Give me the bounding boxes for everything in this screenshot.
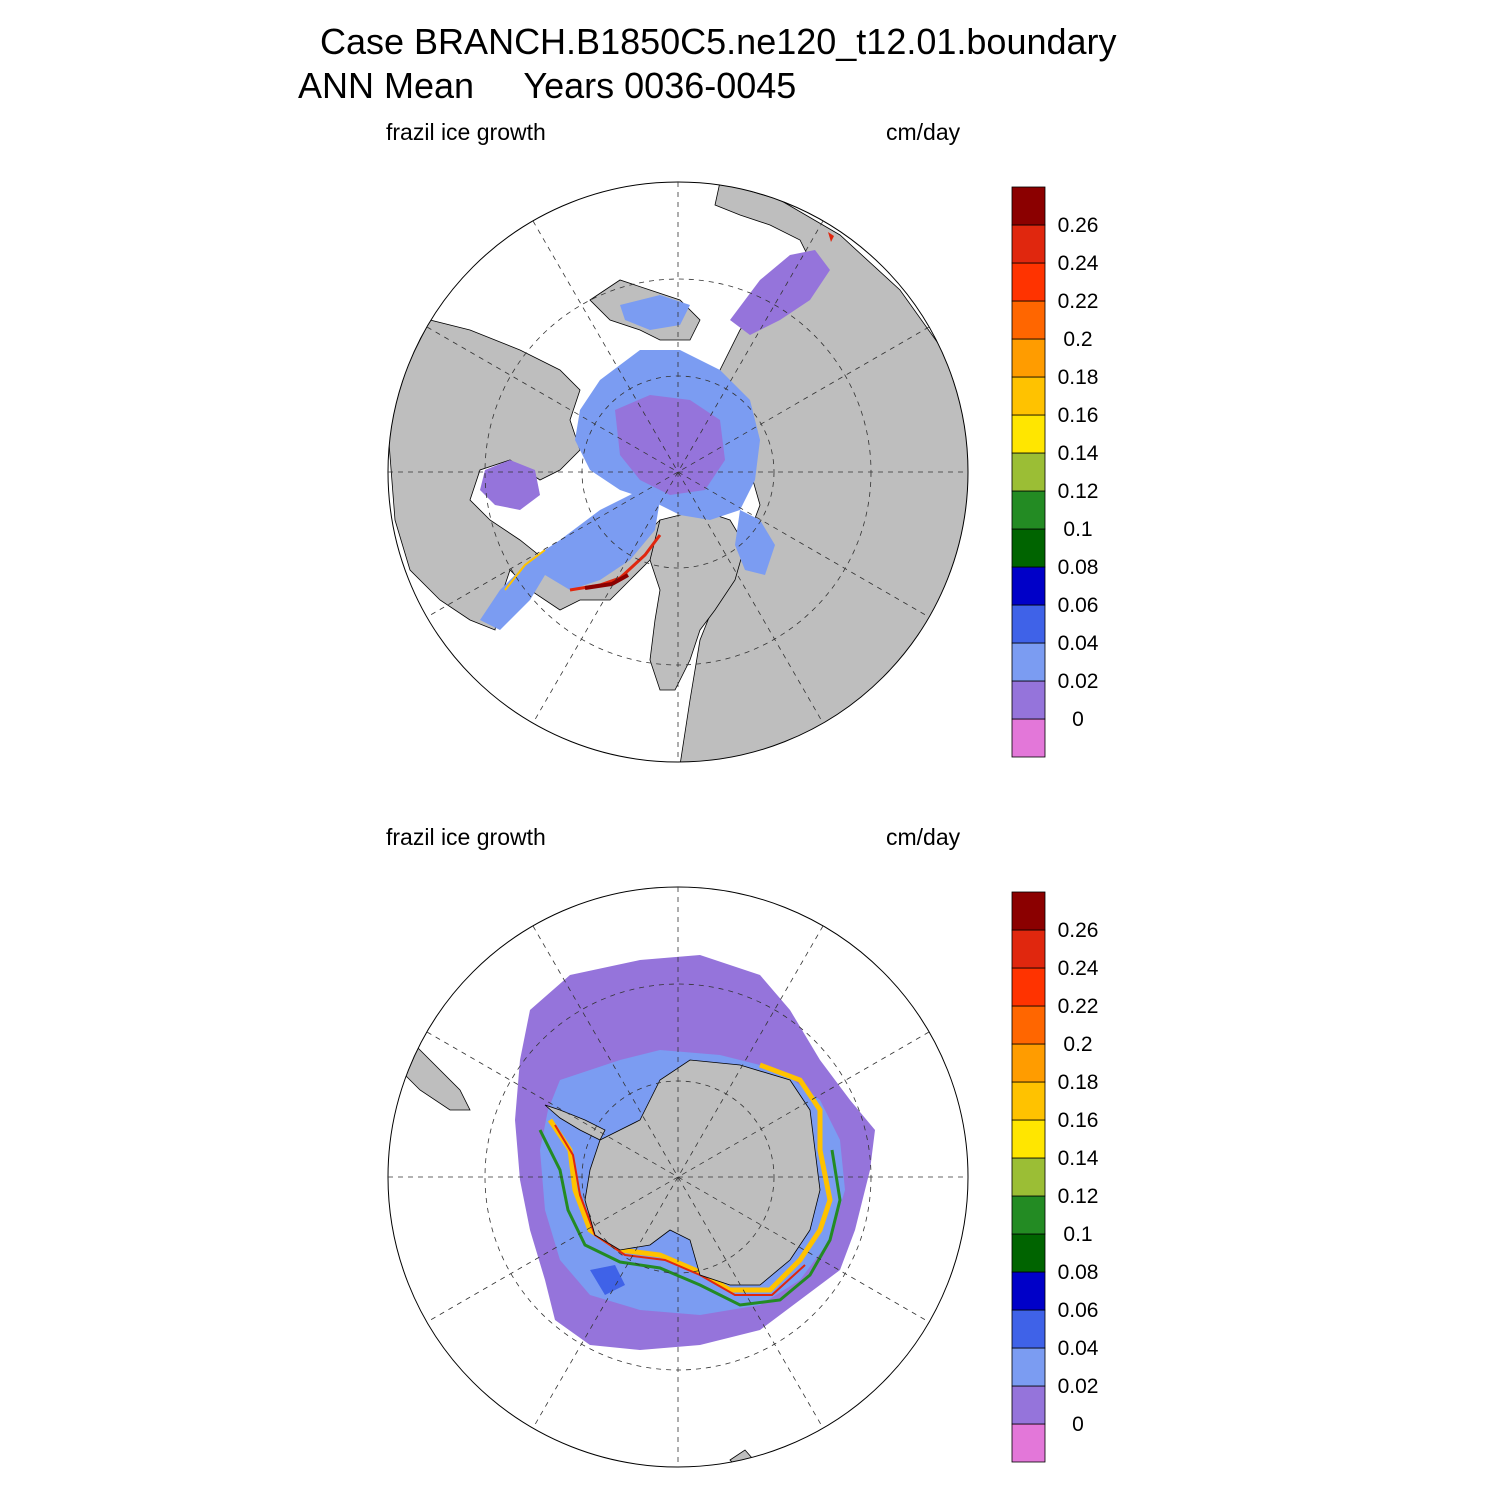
north-sea-ice-hudson [480, 460, 540, 510]
south-colorbar-label-8: 0.16 [1058, 1109, 1099, 1132]
north-sea-ice-bering [730, 250, 830, 335]
north-colorbar-label-13: 0.26 [1058, 214, 1099, 237]
north-colorbar-box-8 [1011, 414, 1046, 454]
south-colorbar-box-10 [1011, 1043, 1046, 1083]
north-colorbar-box-9 [1011, 376, 1046, 416]
north-panel-left-label: frazil ice growth [386, 119, 546, 145]
south-colorbar-box-5 [1011, 1233, 1046, 1273]
north-colorbar-label-6: 0.12 [1058, 480, 1099, 503]
north-colorbar-box-14 [1011, 186, 1046, 226]
south-weddell-gyre-dark [590, 1265, 625, 1295]
north-sea-ice-central [615, 395, 725, 495]
south-colorbar-box-6 [1011, 1195, 1046, 1235]
north-colorbar-label-11: 0.22 [1058, 290, 1099, 313]
south-coastal-frazil-red [554, 1124, 806, 1296]
north-colorbar-label-4: 0.08 [1058, 556, 1099, 579]
north-sea-ice-baffin-labrador [480, 490, 660, 630]
south-colorbar-label-13: 0.26 [1058, 919, 1099, 942]
south-polar-map [387, 886, 969, 1468]
north-colorbar-label-12: 0.24 [1058, 252, 1099, 275]
south-colorbar-label-3: 0.06 [1058, 1299, 1099, 1322]
north-polar-map [387, 181, 969, 763]
south-colorbar-box-12 [1011, 967, 1046, 1007]
north-colorbar-box-5 [1011, 528, 1046, 568]
south-colorbar-label-6: 0.12 [1058, 1185, 1099, 1208]
south-colorbar-label-12: 0.24 [1058, 957, 1099, 980]
north-colorbar-box-3 [1011, 604, 1046, 644]
south-panel-left-label: frazil ice growth [386, 824, 546, 850]
north-colorbar-box-2 [1011, 642, 1046, 682]
north-colorbar-box-6 [1011, 490, 1046, 530]
south-colorbar-box-13 [1011, 929, 1046, 969]
figure-title-period: ANN Mean Years 0036-0045 [298, 65, 797, 106]
south-colorbar-box-11 [1011, 1005, 1046, 1045]
south-colorbar-label-0: 0 [1072, 1413, 1084, 1436]
north-colorbar-label-1: 0.02 [1058, 670, 1099, 693]
south-land-peninsula [544, 1104, 606, 1141]
south-colorbar-box-2 [1011, 1347, 1046, 1387]
south-colorbar-label-9: 0.18 [1058, 1071, 1099, 1094]
south-colorbar-label-11: 0.22 [1058, 995, 1099, 1018]
north-sea-ice-east-greenland [735, 510, 775, 575]
south-colorbar: 0 0.02 0.04 0.06 0.08 0.1 0.12 0.14 0.16 0.18 0.2 0… [1011, 891, 1099, 1463]
north-frazil-mid-labrador [504, 549, 546, 591]
north-panel-right-label: cm/day [886, 119, 961, 145]
south-land-antarctica [584, 1059, 821, 1286]
south-colorbar-box-1 [1011, 1385, 1046, 1425]
north-colorbar-label-7: 0.14 [1058, 442, 1099, 465]
figure-title-case: Case BRANCH.B1850C5.ne120_t12.01.boundar… [320, 21, 1117, 62]
north-graticule [388, 182, 968, 762]
north-colorbar: 0 0.02 0.04 0.06 0.08 0.1 0.12 0.14 0.16 0.18 0.2 0… [1011, 186, 1099, 758]
south-colorbar-box-0 [1011, 1423, 1046, 1463]
south-colorbar-label-4: 0.08 [1058, 1261, 1099, 1284]
south-colorbar-box-7 [1011, 1157, 1046, 1197]
north-colorbar-label-9: 0.18 [1058, 366, 1099, 389]
south-panel-right-label: cm/day [886, 824, 961, 850]
north-colorbar-label-0: 0 [1072, 708, 1084, 731]
north-colorbar-box-4 [1011, 566, 1046, 606]
south-graticule [388, 887, 968, 1467]
north-colorbar-label-8: 0.16 [1058, 404, 1099, 427]
south-colorbar-label-5: 0.1 [1063, 1223, 1092, 1246]
south-colorbar-label-2: 0.04 [1058, 1337, 1099, 1360]
south-coastal-frazil-ring [547, 1062, 833, 1293]
south-coastal-frazil-green [538, 1129, 842, 1307]
south-colorbar-label-1: 0.02 [1058, 1375, 1099, 1398]
south-colorbar-label-7: 0.14 [1058, 1147, 1099, 1170]
north-frazil-high-labrador-dark [584, 573, 629, 590]
south-colorbar-box-9 [1011, 1081, 1046, 1121]
north-colorbar-box-0 [1011, 718, 1046, 758]
north-colorbar-label-10: 0.2 [1063, 328, 1092, 351]
north-colorbar-box-1 [1011, 680, 1046, 720]
north-kamchatka-red [828, 232, 834, 242]
north-colorbar-label-3: 0.06 [1058, 594, 1099, 617]
south-colorbar-label-10: 0.2 [1063, 1033, 1092, 1056]
north-colorbar-box-11 [1011, 300, 1046, 340]
south-colorbar-box-4 [1011, 1271, 1046, 1311]
north-colorbar-label-2: 0.04 [1058, 632, 1099, 655]
north-colorbar-box-7 [1011, 452, 1046, 492]
south-colorbar-box-14 [1011, 891, 1046, 931]
north-colorbar-box-13 [1011, 224, 1046, 264]
south-colorbar-box-3 [1011, 1309, 1046, 1349]
north-sea-ice-okhotsk [620, 295, 690, 330]
south-colorbar-box-8 [1011, 1119, 1046, 1159]
north-colorbar-label-5: 0.1 [1063, 518, 1092, 541]
north-colorbar-box-10 [1011, 338, 1046, 378]
north-colorbar-box-12 [1011, 262, 1046, 302]
